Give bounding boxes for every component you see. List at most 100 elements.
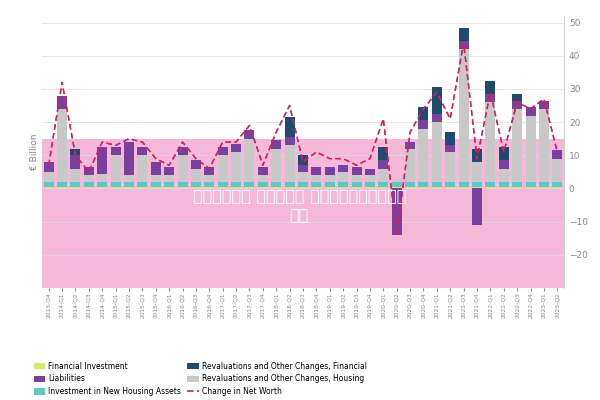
Bar [392, 188, 402, 235]
Bar [458, 28, 469, 41]
Bar [485, 94, 496, 102]
Bar [445, 182, 455, 187]
Bar [258, 167, 268, 175]
Bar [392, 178, 402, 182]
Bar [352, 187, 362, 188]
Bar [57, 182, 67, 187]
Bar [352, 182, 362, 187]
Bar [512, 100, 522, 109]
Bar [258, 187, 268, 188]
Bar [418, 182, 428, 187]
Bar [338, 165, 348, 172]
Bar [271, 149, 281, 182]
Bar [151, 187, 161, 188]
Bar [124, 142, 134, 175]
Bar [244, 139, 254, 182]
Bar [338, 172, 348, 182]
Bar [539, 182, 549, 187]
Bar [271, 182, 281, 187]
Bar [284, 117, 295, 137]
Bar [539, 109, 549, 182]
Bar [110, 182, 121, 187]
Bar [378, 182, 388, 187]
Bar [325, 187, 335, 188]
Bar [552, 159, 562, 182]
Bar [218, 182, 228, 187]
Bar [485, 102, 496, 182]
Bar [472, 162, 482, 182]
Bar [110, 155, 121, 182]
Bar [124, 182, 134, 187]
Bar [552, 182, 562, 187]
Bar [499, 160, 509, 168]
Bar [325, 187, 335, 188]
Bar [365, 182, 375, 187]
Bar [70, 155, 80, 168]
Bar [271, 187, 281, 188]
Bar [57, 182, 67, 187]
Bar [191, 182, 201, 187]
Bar [231, 182, 241, 187]
Bar [552, 159, 562, 182]
Bar [512, 187, 522, 188]
Bar [244, 182, 254, 187]
Bar [298, 155, 308, 165]
Bar [458, 28, 469, 41]
Bar [472, 188, 482, 225]
Bar [97, 182, 107, 187]
Bar [311, 187, 322, 188]
Bar [218, 155, 228, 182]
Bar [191, 182, 201, 187]
Bar [418, 187, 428, 188]
Bar [244, 130, 254, 139]
Bar [137, 187, 148, 188]
Bar [378, 168, 388, 182]
Bar [84, 167, 94, 175]
Bar [338, 187, 348, 188]
Bar [432, 182, 442, 187]
Bar [445, 132, 455, 145]
Bar [124, 187, 134, 188]
Bar [298, 182, 308, 187]
Bar [432, 87, 442, 114]
Bar [472, 149, 482, 162]
Bar [365, 175, 375, 182]
Bar [338, 187, 348, 188]
Bar [405, 182, 415, 187]
Bar [178, 155, 188, 182]
Bar [499, 147, 509, 160]
Bar [458, 182, 469, 187]
Bar [42, 16, 564, 288]
Bar [284, 187, 295, 188]
Bar [526, 182, 536, 187]
Bar [191, 187, 201, 188]
Bar [258, 187, 268, 188]
Bar [204, 175, 214, 182]
Bar [231, 187, 241, 188]
Bar [258, 175, 268, 182]
Bar [57, 109, 67, 182]
Bar [405, 187, 415, 188]
Bar [124, 175, 134, 182]
Bar [432, 114, 442, 122]
Bar [191, 187, 201, 188]
Bar [499, 182, 509, 187]
Bar [70, 155, 80, 168]
Bar [485, 182, 496, 187]
Bar [432, 187, 442, 188]
Bar [445, 132, 455, 145]
Bar [84, 175, 94, 182]
Bar [458, 41, 469, 49]
Bar [325, 182, 335, 187]
Bar [231, 152, 241, 182]
Bar [178, 182, 188, 187]
Bar [298, 172, 308, 182]
Bar [485, 187, 496, 188]
Bar [311, 175, 322, 182]
Bar [97, 147, 107, 174]
Bar [378, 160, 388, 168]
Bar [191, 168, 201, 182]
Bar [418, 182, 428, 187]
Bar [97, 174, 107, 182]
Bar [258, 182, 268, 187]
